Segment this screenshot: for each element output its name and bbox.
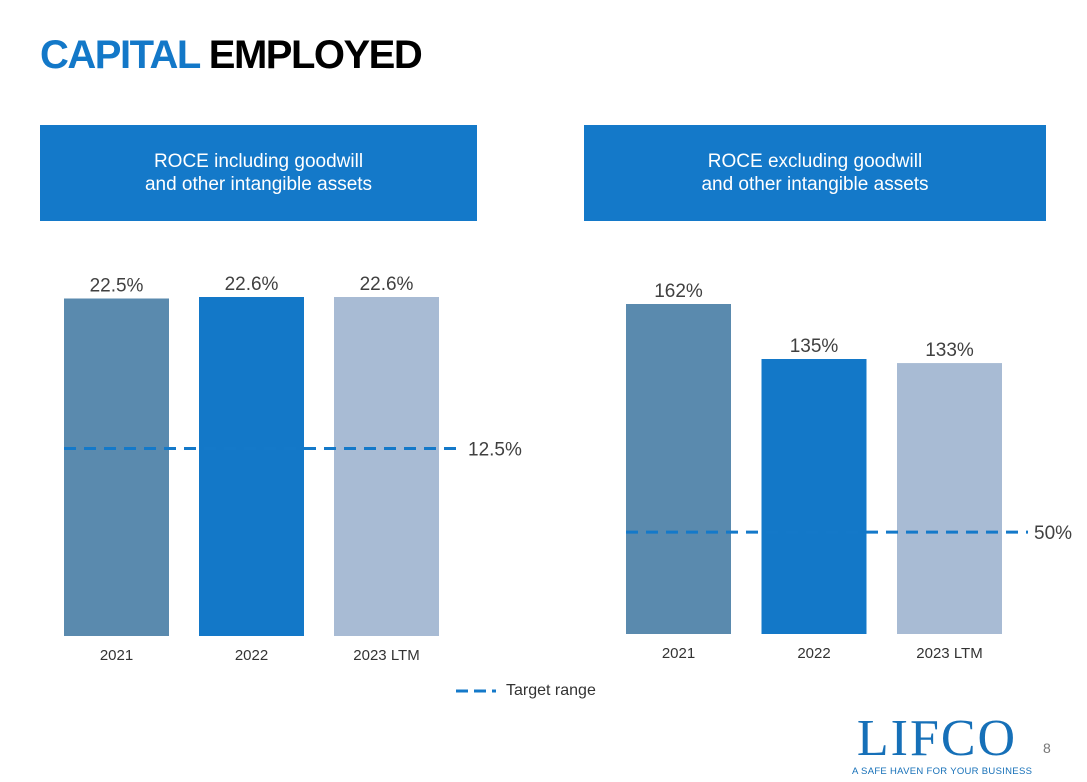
chart-1-value-label-2: 22.6% bbox=[225, 274, 279, 295]
chart-1-header: ROCE including goodwill and other intang… bbox=[40, 125, 477, 221]
chart-1-value-label-1: 22.5% bbox=[90, 276, 144, 297]
chart-2-category-label-1: 2021 bbox=[662, 645, 695, 662]
chart-1-title-line-1: ROCE including goodwill bbox=[153, 151, 364, 172]
chart-1-category-label-1: 2021 bbox=[100, 647, 133, 664]
legend: Target range bbox=[456, 680, 596, 702]
chart-1-bar-3 bbox=[334, 297, 439, 636]
chart-1-category-label-2: 2022 bbox=[235, 647, 268, 664]
chart-1-category-label-3: 2023 LTM bbox=[353, 647, 419, 664]
chart-1-title-line-2: and other intangible assets bbox=[144, 174, 373, 195]
page-title: CAPITAL EMPLOYED bbox=[40, 32, 423, 78]
legend-dash-swatch bbox=[456, 689, 496, 693]
chart-2-category-label-2: 2022 bbox=[797, 645, 830, 662]
lifco-logo: LIFCO A SAFE HAVEN FOR YOUR BUSINESS bbox=[852, 710, 1033, 778]
chart-2-value-label-3: 133% bbox=[925, 340, 974, 361]
page-number: 8 bbox=[1043, 740, 1051, 756]
logo-wordmark: LIFCO bbox=[856, 710, 1018, 767]
chart-2-bar-1 bbox=[626, 304, 731, 634]
chart-2-value-label-2: 135% bbox=[790, 336, 839, 357]
chart-1-bar-2 bbox=[199, 297, 304, 636]
chart-2-bar-2 bbox=[761, 359, 867, 634]
chart-2-bar-3 bbox=[897, 363, 1002, 634]
title-part-1: CAPITAL bbox=[40, 33, 201, 77]
logo-tagline: A SAFE HAVEN FOR YOUR BUSINESS bbox=[852, 766, 1033, 777]
chart-2-header: ROCE excluding goodwill and other intang… bbox=[584, 125, 1046, 221]
chart-2-target-label: 50% bbox=[1034, 523, 1072, 544]
chart-2-value-label-1: 162% bbox=[654, 281, 703, 302]
title-part-2: EMPLOYED bbox=[208, 33, 423, 77]
chart-1-bar-1 bbox=[64, 298, 169, 636]
chart-2-title-line-2: and other intangible assets bbox=[701, 174, 929, 195]
chart-1-value-label-3: 22.6% bbox=[360, 274, 414, 295]
chart-2-title-line-1: ROCE excluding goodwill bbox=[707, 151, 923, 172]
chart-2-category-label-3: 2023 LTM bbox=[916, 645, 982, 662]
chart-1-target-label: 12.5% bbox=[468, 440, 522, 461]
legend-label: Target range bbox=[506, 682, 596, 699]
